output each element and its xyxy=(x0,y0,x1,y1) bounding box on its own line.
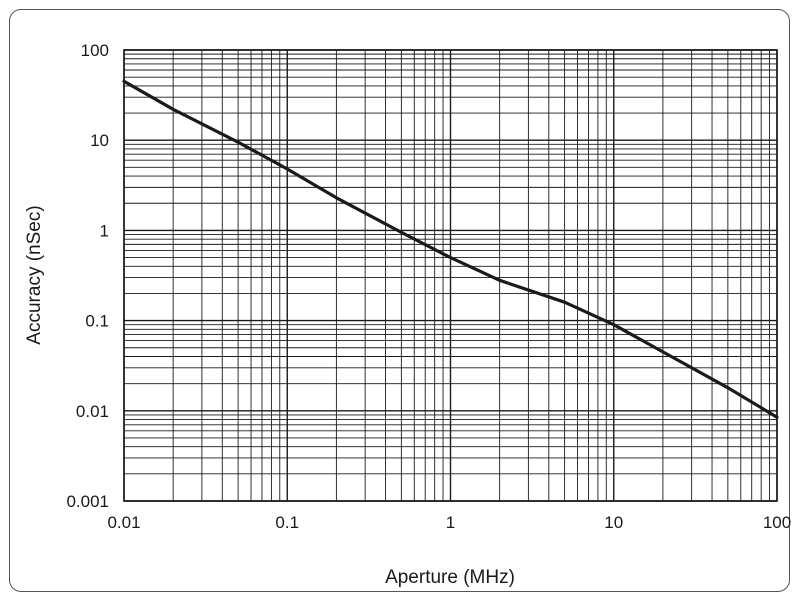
y-tick-label: 1 xyxy=(100,221,109,240)
y-axis-title: Accuracy (nSec) xyxy=(24,205,45,344)
x-axis-title: Aperture (MHz) xyxy=(385,567,515,588)
y-tick-labels: 100 10 1 0.1 0.01 0.001 xyxy=(66,41,109,511)
plot-border xyxy=(123,49,778,502)
chart-frame xyxy=(9,9,790,592)
x-tick-labels: 0.01 0.1 1 10 100 xyxy=(107,513,791,532)
x-tick-label: 100 xyxy=(763,513,791,532)
x-tick-label: 10 xyxy=(604,513,623,532)
curve-layer xyxy=(122,79,779,419)
x-tick-label: 1 xyxy=(446,513,455,532)
y-tick-label: 0.1 xyxy=(85,312,109,331)
x-tick-label: 0.01 xyxy=(107,513,140,532)
accuracy-curve xyxy=(122,79,779,419)
y-tick-label: 10 xyxy=(90,131,109,150)
y-tick-label: 100 xyxy=(81,41,109,60)
x-tick-label: 0.1 xyxy=(275,513,299,532)
y-tick-label: 0.001 xyxy=(66,492,109,511)
major-grid xyxy=(123,49,778,502)
y-tick-label: 0.01 xyxy=(76,402,109,421)
